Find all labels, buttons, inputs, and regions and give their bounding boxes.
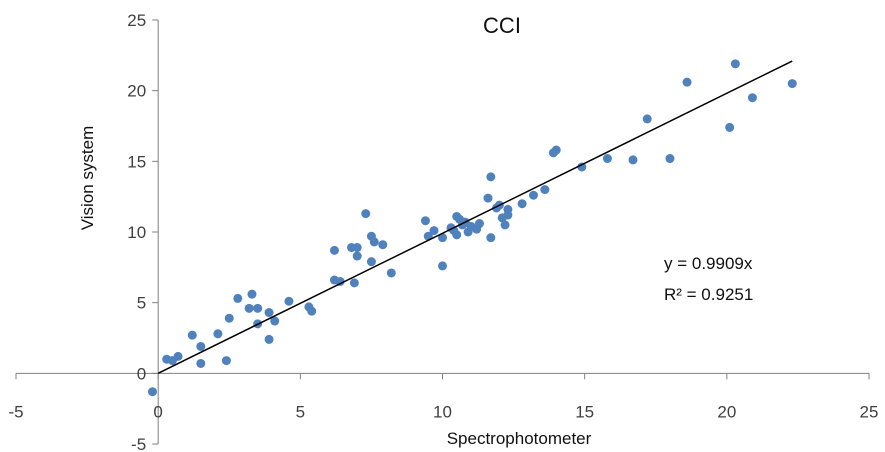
x-axis-title: Spectrophotometer: [447, 429, 592, 448]
r-squared-label: R² = 0.9251: [664, 285, 753, 304]
y-tick-label: 25: [127, 11, 146, 30]
y-tick-label: 15: [127, 152, 146, 171]
data-point: [330, 246, 339, 255]
y-tick-label: 10: [127, 223, 146, 242]
data-point: [196, 342, 205, 351]
data-point: [353, 243, 362, 252]
data-point: [253, 304, 262, 313]
data-point: [483, 194, 492, 203]
data-point: [540, 185, 549, 194]
data-point: [725, 123, 734, 132]
y-tick-labels: -5 0 5 10 15 20 25: [127, 11, 146, 452]
data-point: [174, 352, 183, 361]
data-point: [350, 278, 359, 287]
x-tick-label: -5: [8, 402, 23, 421]
equation-label: y = 0.9909x: [664, 254, 753, 273]
data-point: [233, 294, 242, 303]
data-point: [603, 154, 612, 163]
data-point: [518, 199, 527, 208]
y-tick-label: 20: [127, 82, 146, 101]
chart-title: CCI: [483, 13, 521, 38]
data-points: [148, 59, 797, 396]
data-point: [148, 387, 157, 396]
data-point: [222, 356, 231, 365]
data-point: [307, 307, 316, 316]
data-point: [247, 290, 256, 299]
trendline: [158, 61, 792, 373]
x-tick-label: 0: [153, 402, 162, 421]
data-point: [452, 230, 461, 239]
x-tick-label: 15: [575, 402, 594, 421]
data-point: [552, 146, 561, 155]
data-point: [665, 154, 674, 163]
data-point: [788, 79, 797, 88]
data-point: [748, 93, 757, 102]
y-tick-label: 5: [137, 294, 146, 313]
data-point: [367, 257, 376, 266]
y-tick-label: 0: [137, 364, 146, 383]
data-point: [421, 216, 430, 225]
data-point: [503, 211, 512, 220]
x-tick-label: 10: [433, 402, 452, 421]
data-point: [731, 59, 740, 68]
x-tick-label: 5: [296, 402, 305, 421]
x-tick-label: 25: [860, 402, 879, 421]
data-point: [361, 209, 370, 218]
data-point: [378, 240, 387, 249]
data-point: [501, 220, 510, 229]
data-point: [475, 219, 484, 228]
data-point: [265, 335, 274, 344]
data-point: [353, 252, 362, 261]
data-point: [629, 155, 638, 164]
data-point: [213, 329, 222, 338]
data-point: [225, 314, 234, 323]
data-point: [265, 308, 274, 317]
data-point: [486, 233, 495, 242]
y-tick-label: -5: [131, 435, 146, 452]
data-point: [438, 261, 447, 270]
data-point: [196, 359, 205, 368]
data-point: [429, 226, 438, 235]
data-point: [284, 297, 293, 306]
data-point: [387, 268, 396, 277]
data-point: [486, 172, 495, 181]
data-point: [188, 331, 197, 340]
data-point: [529, 191, 538, 200]
data-point: [370, 237, 379, 246]
y-axis-title: Vision system: [78, 126, 97, 231]
data-point: [643, 114, 652, 123]
data-point: [245, 304, 254, 313]
x-tick-labels: -5 0 5 10 15 20 25: [8, 402, 878, 421]
x-tick-label: 20: [717, 402, 736, 421]
data-point: [683, 78, 692, 87]
